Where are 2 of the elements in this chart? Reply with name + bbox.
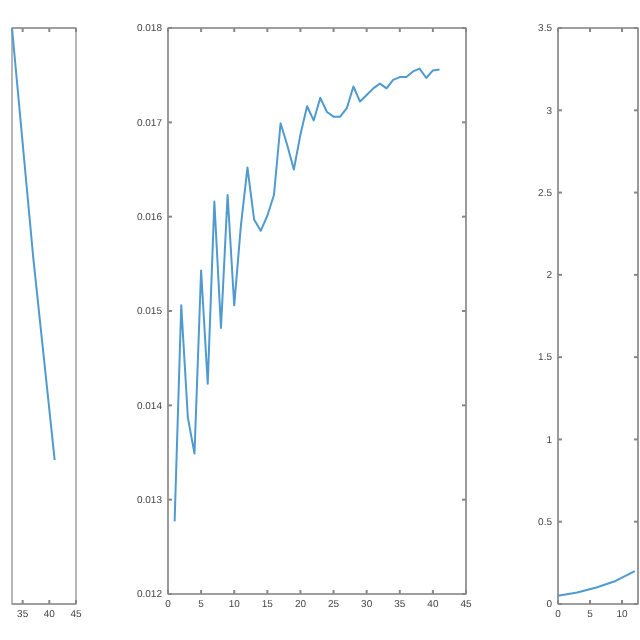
line-series [173,67,441,523]
line-series [557,570,636,597]
